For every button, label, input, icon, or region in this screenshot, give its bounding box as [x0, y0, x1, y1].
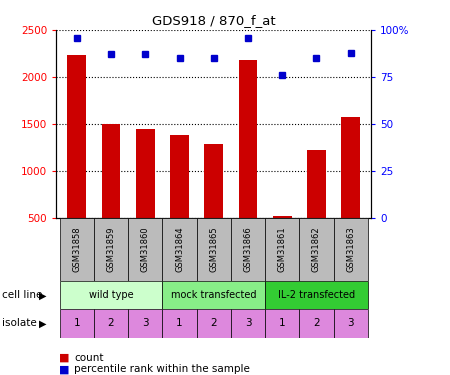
Bar — [68, 56, 86, 264]
Text: GSM31860: GSM31860 — [141, 226, 150, 272]
Bar — [162, 217, 197, 281]
Bar — [299, 217, 333, 281]
Text: 2: 2 — [108, 318, 114, 328]
Bar — [341, 117, 360, 264]
Text: ▶: ▶ — [39, 290, 46, 300]
Text: 3: 3 — [347, 318, 354, 328]
Bar — [60, 217, 94, 281]
Bar — [197, 217, 231, 281]
Text: 3: 3 — [142, 318, 148, 328]
Bar — [307, 150, 326, 264]
Text: GSM31859: GSM31859 — [107, 226, 116, 272]
Bar — [60, 309, 94, 338]
Text: GSM31862: GSM31862 — [312, 226, 321, 272]
Text: percentile rank within the sample: percentile rank within the sample — [74, 364, 250, 374]
Bar — [162, 309, 197, 338]
Text: 2: 2 — [211, 318, 217, 328]
Bar — [162, 281, 265, 309]
Text: GSM31866: GSM31866 — [243, 226, 252, 272]
Text: GSM31865: GSM31865 — [209, 226, 218, 272]
Text: isolate: isolate — [2, 318, 37, 328]
Bar — [94, 309, 128, 338]
Text: 1: 1 — [176, 318, 183, 328]
Text: 1: 1 — [73, 318, 80, 328]
Bar — [128, 217, 162, 281]
Bar — [333, 309, 368, 338]
Text: GSM31858: GSM31858 — [72, 226, 81, 272]
Bar — [273, 216, 292, 264]
Text: count: count — [74, 353, 104, 363]
Bar — [128, 309, 162, 338]
Bar — [170, 135, 189, 264]
Bar — [333, 217, 368, 281]
Bar — [238, 60, 257, 264]
Text: cell line: cell line — [2, 290, 43, 300]
Text: ▶: ▶ — [39, 318, 46, 328]
Text: 2: 2 — [313, 318, 320, 328]
Text: 3: 3 — [245, 318, 251, 328]
Bar — [265, 217, 299, 281]
Text: mock transfected: mock transfected — [171, 290, 256, 300]
Text: ■: ■ — [58, 353, 69, 363]
Bar — [94, 217, 128, 281]
Bar — [102, 124, 121, 264]
Text: GSM31864: GSM31864 — [175, 226, 184, 272]
Bar — [197, 309, 231, 338]
Bar — [265, 281, 368, 309]
Bar — [136, 129, 155, 264]
Bar — [231, 309, 265, 338]
Text: wild type: wild type — [89, 290, 133, 300]
Text: ■: ■ — [58, 364, 69, 374]
Bar — [60, 281, 162, 309]
Title: GDS918 / 870_f_at: GDS918 / 870_f_at — [152, 15, 275, 27]
Text: GSM31863: GSM31863 — [346, 226, 355, 272]
Bar — [204, 144, 223, 264]
Bar — [231, 217, 265, 281]
Bar — [299, 309, 333, 338]
Bar — [265, 309, 299, 338]
Text: 1: 1 — [279, 318, 286, 328]
Text: GSM31861: GSM31861 — [278, 226, 287, 272]
Text: IL-2 transfected: IL-2 transfected — [278, 290, 355, 300]
